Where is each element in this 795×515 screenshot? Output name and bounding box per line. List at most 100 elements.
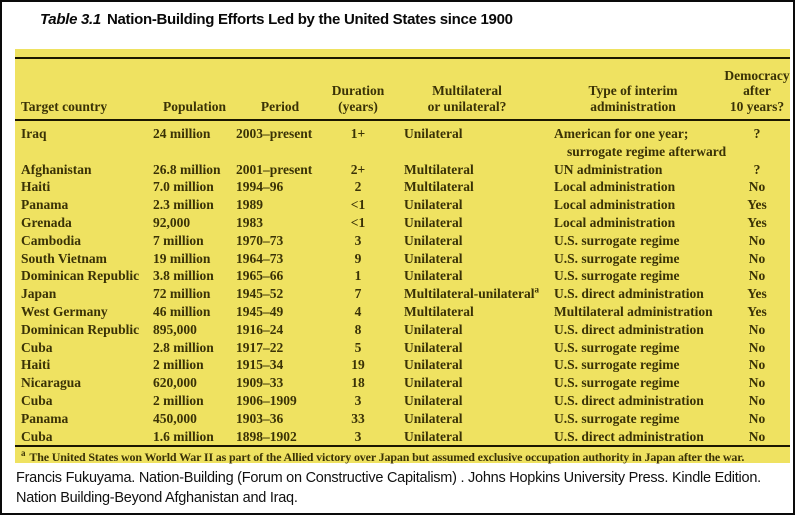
cell-interim-administration: American for one year; surrogate regime a… (542, 120, 727, 161)
interim-line: U.S. direct administration (554, 286, 704, 302)
cell-period: 1964–73 (236, 250, 284, 266)
table-row: Cuba 2.8 million 1917–22 5 Unilateral U.S. su… (15, 339, 790, 357)
header-line: Population (162, 98, 227, 114)
cell-duration: 2 (354, 179, 362, 195)
table-row: Haiti 7.0 million 1994–96 2 Multilateral Loca… (15, 178, 790, 196)
cell-target-country: Cambodia (21, 232, 82, 248)
cell-interim-administration: Local administration (542, 214, 724, 232)
interim-line: U.S. surrogate regime (554, 339, 680, 355)
header-line: Democracy (724, 67, 790, 83)
table-header-row: Target country Population Period Duration (y… (15, 57, 790, 121)
cell-duration: <1 (350, 214, 366, 230)
cell-period: 1903–36 (236, 410, 284, 426)
cell-interim-administration: U.S. surrogate regime (542, 356, 724, 374)
cell-democracy: ? (753, 126, 761, 141)
cell-interim-administration: Local administration (542, 196, 724, 214)
interim-line: Local administration (554, 179, 676, 195)
cell-democracy: ? (753, 161, 761, 177)
cell-democracy: Yes (747, 214, 767, 230)
interim-line: Local administration (554, 214, 676, 230)
cell-target-country: Panama (21, 410, 69, 426)
cell-multilateral: Unilateral (404, 197, 463, 213)
cell-democracy: No (748, 375, 766, 391)
interim-line: U.S. surrogate regime (554, 357, 680, 373)
cell-period: 1906–1909 (236, 392, 297, 408)
cell-democracy: No (748, 321, 766, 337)
cell-duration: 7 (354, 286, 362, 302)
cell-target-country: Dominican Republic (21, 321, 140, 337)
cell-population: 19 million (153, 250, 211, 266)
interim-line: U.S. surrogate regime (554, 410, 680, 426)
footnote-text: The United States won World War II as pa… (29, 450, 745, 465)
cell-multilateral: Unilateral (404, 250, 463, 266)
cell-democracy: Yes (747, 303, 767, 319)
header-line: after (743, 83, 771, 98)
cell-population: 2 million (153, 392, 204, 408)
cell-population: 2 million (153, 357, 204, 373)
cell-target-country: Panama (21, 197, 69, 213)
cell-duration: 1+ (350, 126, 366, 141)
cell-duration: 3 (354, 428, 362, 444)
interim-line: Multilateral administration (554, 303, 713, 319)
table-title-text: Nation-Building Efforts Led by the Unite… (106, 11, 513, 28)
interim-line: U.S. surrogate regime (554, 232, 680, 248)
cell-target-country: Grenada (21, 214, 72, 230)
cell-population: 2.3 million (153, 197, 214, 213)
cell-target-country: Japan (21, 286, 57, 302)
cell-interim-administration: U.S. direct administration (542, 321, 724, 339)
footnote-cell: a The United States won World War II as p… (15, 445, 790, 469)
table-row: West Germany 46 million 1945–49 4 Multilater… (15, 303, 790, 321)
header-line: Multilateral (432, 83, 502, 98)
table-row: South Vietnam 19 million 1964–73 9 Unilatera… (15, 250, 790, 268)
cell-multilateral: Multilateral (404, 303, 474, 319)
cell-target-country: Haiti (21, 179, 51, 195)
col-header-period: Period (236, 57, 324, 121)
cell-period: 1989 (236, 197, 263, 213)
cell-duration: 4 (354, 303, 362, 319)
header-line: 10 years? (729, 98, 785, 114)
interim-line: surrogate regime afterward (567, 143, 727, 159)
table-foot: a The United States won World War II as p… (15, 445, 790, 469)
cell-period: 2003–present (236, 126, 313, 141)
table-head: Target country Population Period Duration (y… (15, 57, 790, 121)
cell-multilateral: Unilateral (404, 428, 463, 444)
header-line: Type of interim (588, 83, 678, 98)
header-line: administration (590, 98, 676, 114)
cell-period: 1945–52 (236, 286, 284, 302)
interim-line: U.S. surrogate regime (554, 250, 680, 266)
cell-democracy: Yes (747, 286, 767, 302)
table-row: Cuba 2 million 1906–1909 3 Unilateral U.S. di… (15, 392, 790, 410)
cell-multilateral: Multilateral-unilaterala (404, 284, 539, 302)
cell-interim-administration: U.S. surrogate regime (542, 410, 724, 428)
cell-population: 7.0 million (153, 179, 214, 195)
cell-period: 1970–73 (236, 232, 284, 248)
col-header-duration: Duration (years) (324, 57, 392, 121)
cell-multilateral: Unilateral (404, 339, 463, 355)
cell-duration: 33 (351, 410, 365, 426)
cell-duration: 8 (354, 321, 362, 337)
table-row: Haiti 2 million 1915–34 19 Unilateral U.S. su… (15, 356, 790, 374)
cell-target-country: Dominican Republic (21, 268, 140, 284)
cell-democracy: No (748, 339, 766, 355)
cell-democracy: No (748, 250, 766, 266)
cell-target-country: Cuba (21, 339, 53, 355)
cell-multilateral: Unilateral (404, 410, 463, 426)
cell-interim-administration: U.S. direct administration (542, 392, 724, 410)
interim-line: U.S. surrogate regime (554, 268, 680, 284)
header-line: Target country (21, 98, 108, 114)
cell-target-country: Cuba (21, 392, 53, 408)
interim-line: U.S. direct administration (554, 392, 704, 408)
cell-democracy: No (748, 392, 766, 408)
cell-period: 1945–49 (236, 303, 284, 319)
cell-population: 450,000 (153, 410, 197, 426)
cell-population: 26.8 million (153, 161, 221, 177)
cell-interim-administration: Multilateral administration (542, 303, 724, 321)
interim-line: UN administration (554, 161, 663, 177)
table-row: Japan 72 million 1945–52 7 Multilateral-unil… (15, 285, 790, 303)
col-header-multilateral-or-unilateral: Multilateral or unilateral? (392, 57, 542, 121)
cell-interim-administration: U.S. direct administration (542, 428, 724, 447)
footnote-row: a The United States won World War II as p… (15, 445, 790, 469)
table-row: Iraq 24 million 2003–present 1+ Unilateral Am… (15, 120, 790, 161)
header-line: (years) (338, 98, 378, 114)
